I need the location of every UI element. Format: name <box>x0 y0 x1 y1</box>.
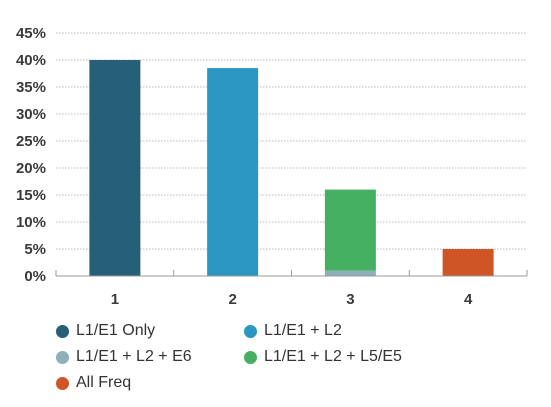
y-tick-label: 10% <box>16 214 46 231</box>
x-tick-label: 3 <box>346 291 354 308</box>
legend-item: L1/E1 + L2 + L5/E5 <box>244 348 402 366</box>
legend-swatch <box>244 324 257 338</box>
legend-swatch <box>56 324 69 338</box>
legend-item: L1/E1 + L2 + E6 <box>56 348 192 366</box>
legend-swatch <box>244 350 257 364</box>
y-tick-label: 20% <box>16 160 46 177</box>
legend-item: All Freq <box>56 374 131 392</box>
bar-4-all-freq <box>442 249 494 276</box>
bar-3-l1-e1-l2-l5-e5 <box>324 189 376 271</box>
bar-chart: 0% 5% 10% 15% 20% 25% 30% 35% 40% 45% 1 2 3 4 <box>16 25 528 308</box>
legend-label: L1/E1 + L2 + L5/E5 <box>264 348 402 365</box>
x-axis <box>55 270 528 277</box>
y-tick-label: 45% <box>16 25 46 42</box>
y-axis-tick-labels: 0% 5% 10% 15% 20% 25% 30% 35% 40% 45% <box>16 25 46 285</box>
bar-1-l1-e1-only <box>89 60 141 276</box>
legend-label: All Freq <box>76 374 132 391</box>
y-tick-label: 40% <box>16 52 46 69</box>
y-tick-label: 35% <box>16 79 46 96</box>
x-tick-label: 4 <box>464 291 473 308</box>
y-tick-label: 30% <box>16 106 46 123</box>
x-axis-tick-labels: 1 2 3 4 <box>111 291 473 308</box>
legend-swatch <box>56 376 69 390</box>
legend-item: L1/E1 + L2 <box>244 322 342 340</box>
y-tick-label: 5% <box>24 241 46 258</box>
y-tick-label: 25% <box>16 133 46 150</box>
legend-label: L1/E1 + L2 + E6 <box>76 348 192 365</box>
x-tick-label: 2 <box>228 291 236 308</box>
y-tick-label: 15% <box>16 187 46 204</box>
bars <box>89 60 494 276</box>
x-tick-label: 1 <box>111 291 119 308</box>
legend-swatch <box>56 350 69 364</box>
legend-label: L1/E1 + L2 <box>264 322 342 339</box>
bar-3-l1-e1-l2-e6 <box>324 270 376 276</box>
legend-item: L1/E1 Only <box>56 322 155 340</box>
y-tick-label: 0% <box>24 268 46 285</box>
bar-2-l1-e1-l2 <box>207 68 259 276</box>
legend-label: L1/E1 Only <box>76 322 156 339</box>
